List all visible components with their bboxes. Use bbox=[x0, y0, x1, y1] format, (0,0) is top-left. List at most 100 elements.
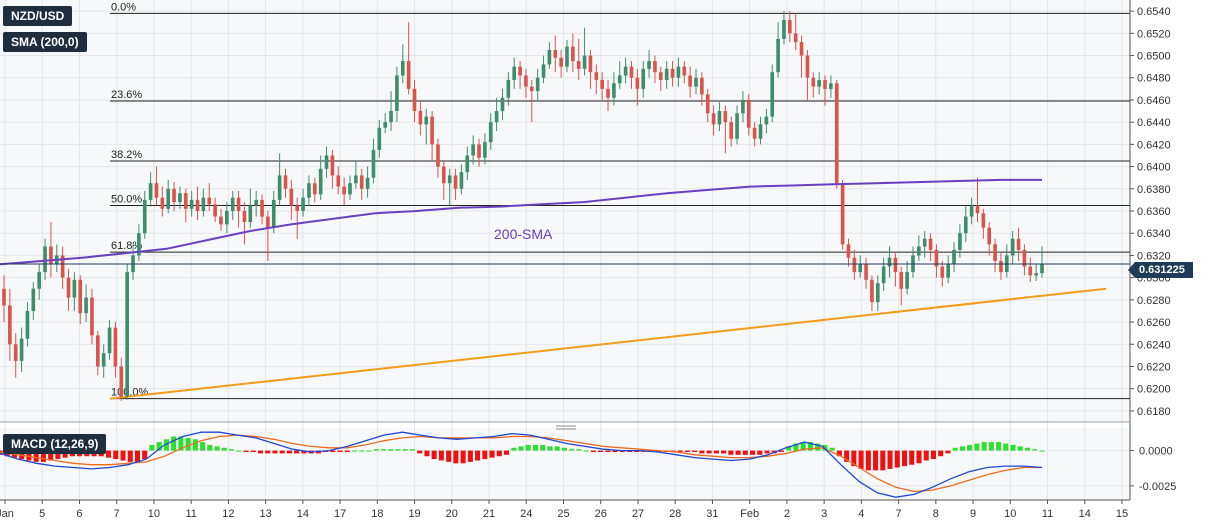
candle-body bbox=[471, 144, 475, 156]
candle-body bbox=[78, 279, 83, 314]
candle-body bbox=[225, 211, 229, 225]
candle-body bbox=[19, 338, 24, 361]
macd-histogram-bar bbox=[880, 450, 886, 471]
candle-body bbox=[436, 144, 440, 167]
sma-200-polyline bbox=[0, 178, 1042, 266]
macd-histogram-bar bbox=[532, 444, 539, 451]
candle-body bbox=[887, 257, 892, 267]
candle-body bbox=[547, 49, 552, 65]
candle-body bbox=[453, 175, 458, 189]
candle-body bbox=[899, 272, 904, 289]
candle-body bbox=[483, 142, 487, 158]
candle-body bbox=[318, 168, 323, 195]
macd-indicator-label: MACD (12,26,9) bbox=[3, 434, 107, 454]
macd-histogram-bar bbox=[489, 450, 495, 458]
price-tick-label: 0.6220 bbox=[1137, 361, 1171, 373]
candle-body bbox=[694, 77, 698, 87]
time-tick-label: 17 bbox=[334, 508, 346, 520]
candle-body bbox=[893, 257, 898, 273]
candle-body bbox=[154, 183, 159, 198]
candle-body bbox=[629, 66, 634, 78]
candle-body bbox=[1022, 249, 1027, 267]
candle-body bbox=[829, 83, 833, 89]
candle-body bbox=[107, 327, 112, 354]
macd-histogram-bar bbox=[627, 450, 633, 452]
time-tick-label: 14 bbox=[1079, 508, 1091, 520]
candle-body bbox=[354, 175, 358, 184]
macd-histogram-bar bbox=[62, 450, 68, 458]
candle-body bbox=[946, 264, 950, 278]
candle-body bbox=[442, 166, 446, 184]
candle-body bbox=[529, 86, 534, 92]
candle-body bbox=[424, 116, 429, 125]
price-tick-label: 0.6420 bbox=[1137, 139, 1171, 151]
candle-body bbox=[735, 113, 739, 139]
macd-histogram-bar bbox=[981, 442, 987, 451]
macd-histogram-bar bbox=[26, 450, 32, 461]
candle-body bbox=[13, 344, 18, 361]
candle-body bbox=[230, 197, 235, 211]
candle-body bbox=[494, 111, 499, 123]
macd-histogram-bar bbox=[337, 450, 343, 452]
time-tick-label: 21 bbox=[483, 508, 495, 520]
macd-histogram-bar bbox=[1032, 449, 1038, 451]
candle-body bbox=[1040, 264, 1044, 274]
candle-body bbox=[166, 188, 171, 209]
candle-body bbox=[670, 68, 675, 78]
candle-body bbox=[834, 83, 839, 184]
macd-histogram-bar bbox=[735, 450, 741, 455]
time-tick-label: 11 bbox=[1042, 508, 1053, 520]
candle-body bbox=[764, 116, 769, 125]
candle-body bbox=[535, 77, 540, 92]
time-tick-label: 24 bbox=[520, 508, 532, 520]
macd-histogram-bar bbox=[446, 450, 452, 462]
macd-histogram-bar bbox=[923, 450, 929, 461]
macd-histogram-bar bbox=[453, 450, 459, 464]
candle-body bbox=[934, 249, 939, 267]
candle-body bbox=[201, 197, 206, 211]
macd-histogram-bar bbox=[178, 436, 184, 451]
macd-histogram-bar bbox=[728, 450, 734, 455]
candle-body bbox=[664, 68, 669, 80]
fibonacci-level-label: 0.0% bbox=[111, 1, 136, 13]
candle-body bbox=[359, 175, 364, 189]
support-line bbox=[109, 287, 1107, 400]
macd-histogram-bar bbox=[106, 450, 112, 458]
candle-body bbox=[846, 244, 851, 258]
macd-tick-label: 0.0000 bbox=[1139, 446, 1173, 458]
macd-histogram-bar bbox=[265, 450, 271, 454]
macd-histogram-bar bbox=[996, 442, 1002, 451]
price-tick-label: 0.6500 bbox=[1137, 51, 1171, 63]
candle-body bbox=[90, 297, 94, 336]
candle-body bbox=[324, 155, 329, 169]
macd-histogram-bar bbox=[380, 449, 387, 451]
candle-body bbox=[723, 111, 728, 123]
candle-body bbox=[963, 216, 968, 234]
candle-body bbox=[142, 199, 147, 234]
candle-body bbox=[823, 79, 827, 89]
time-tick-label: 7 bbox=[896, 508, 902, 520]
fibonacci-level-label: 61.8% bbox=[111, 240, 142, 252]
candle-body bbox=[565, 46, 569, 67]
macd-histogram-bar bbox=[352, 450, 358, 452]
candle-body bbox=[553, 49, 558, 58]
candle-body bbox=[254, 199, 258, 206]
candle-body bbox=[488, 122, 493, 143]
macd-histogram-bar bbox=[590, 450, 596, 452]
indicator-label: SMA (200,0) bbox=[3, 32, 87, 52]
macd-histogram-bar bbox=[272, 450, 278, 454]
price-tick-label: 0.6460 bbox=[1137, 95, 1171, 107]
panel-splitter-icon[interactable] bbox=[556, 425, 576, 430]
macd-histogram-bar bbox=[757, 450, 763, 455]
candle-body bbox=[1010, 238, 1015, 256]
macd-histogram-bar bbox=[250, 450, 256, 452]
macd-histogram-bar bbox=[163, 439, 169, 451]
candle-body bbox=[940, 266, 945, 278]
candle-body bbox=[782, 19, 786, 39]
candle-body bbox=[207, 197, 212, 205]
macd-histogram-bar bbox=[1024, 447, 1031, 451]
candle-body bbox=[817, 79, 821, 87]
price-tick-label: 0.6260 bbox=[1137, 317, 1171, 329]
macd-histogram-bar bbox=[482, 450, 488, 460]
macd-histogram-bar bbox=[909, 450, 915, 465]
